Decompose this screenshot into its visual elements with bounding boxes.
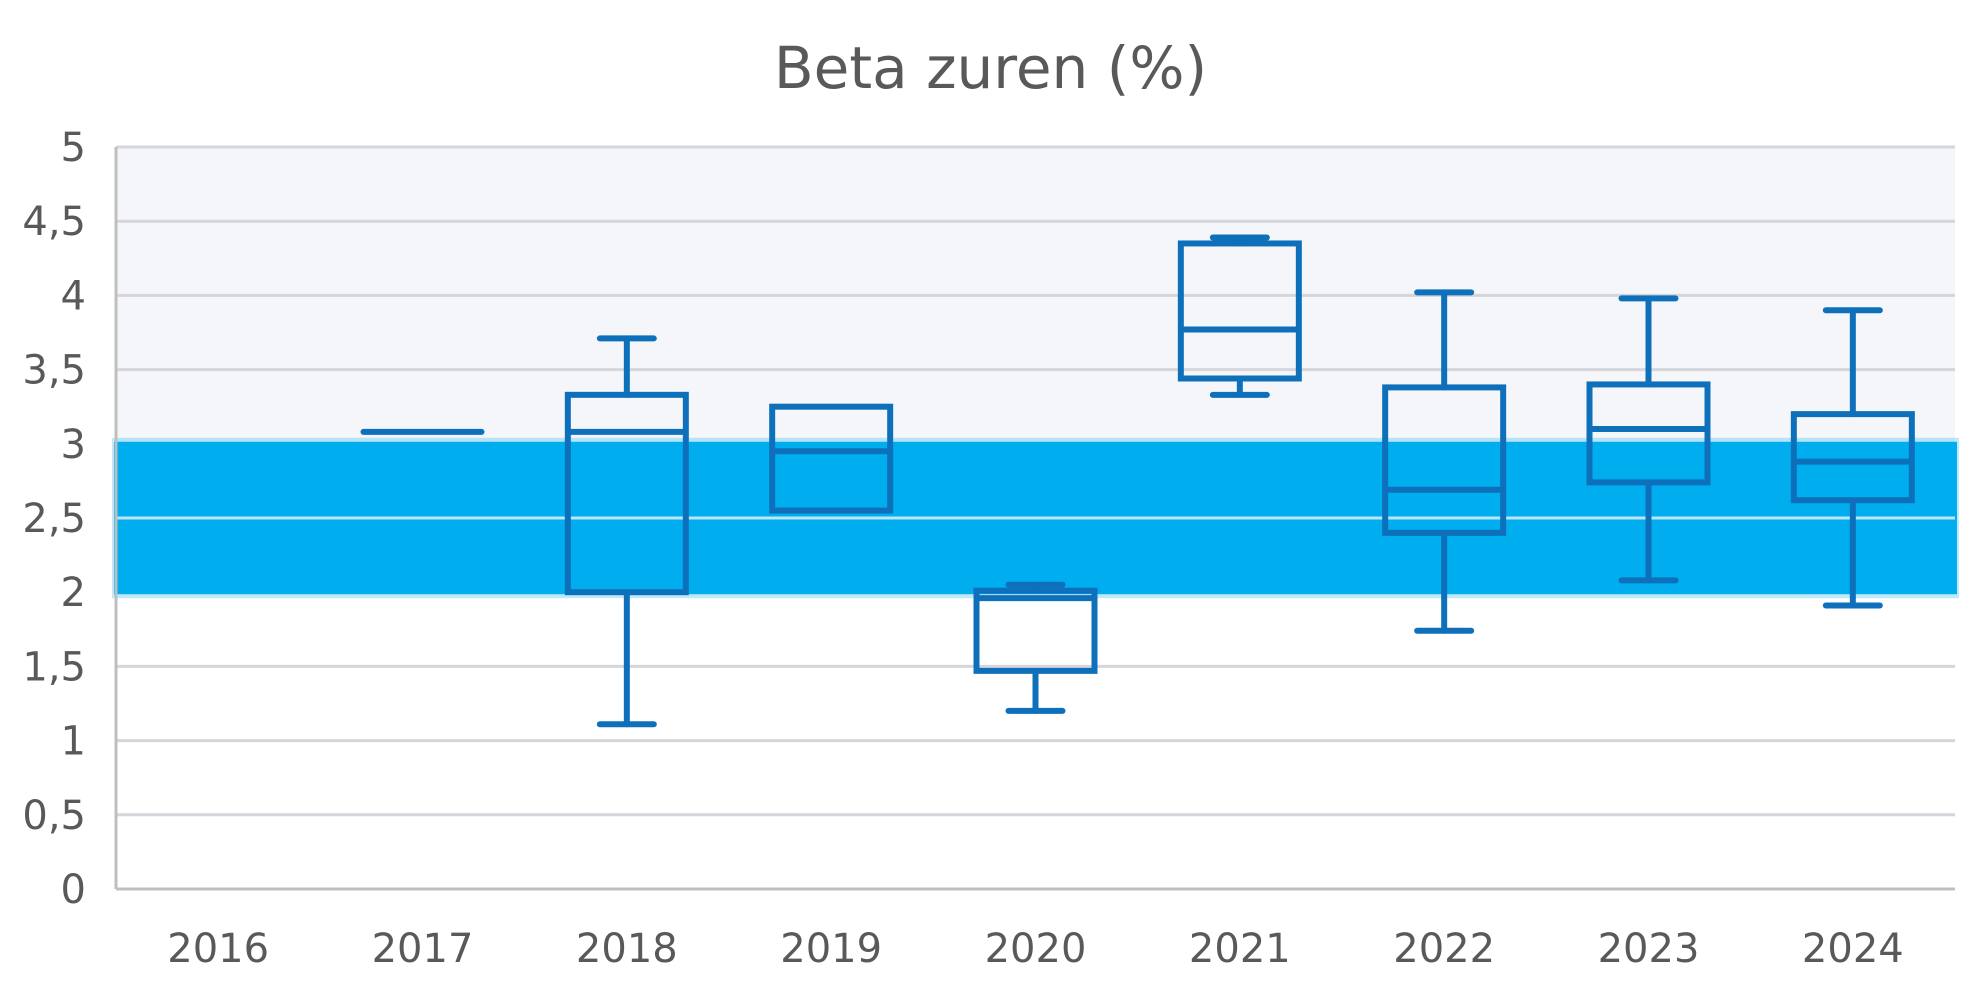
- y-tick-label-2,5: 2,5: [22, 496, 86, 542]
- x-tick-label-2020: 2020: [985, 926, 1087, 972]
- y-tick-label-0,5: 0,5: [22, 793, 86, 839]
- y-tick-label-5: 5: [61, 125, 86, 171]
- box-2021: [1177, 234, 1302, 398]
- box-2024: [1790, 307, 1915, 609]
- x-tick-label-2019: 2019: [780, 926, 882, 972]
- x-tick-label-2017: 2017: [372, 926, 474, 972]
- box-2019: [769, 403, 894, 514]
- x-tick-label-2024: 2024: [1802, 926, 1904, 972]
- box-iqr-2019: [769, 403, 894, 514]
- y-tick-label-1: 1: [61, 719, 86, 765]
- y-tick-label-3: 3: [61, 422, 86, 468]
- box-2018: [564, 335, 689, 728]
- x-tick-label-2022: 2022: [1393, 926, 1495, 972]
- x-tick-label-2016: 2016: [167, 926, 269, 972]
- y-tick-label-2: 2: [61, 570, 86, 616]
- y-tick-label-3,5: 3,5: [22, 348, 86, 394]
- box-iqr-2024: [1790, 411, 1915, 504]
- y-tick-label-1,5: 1,5: [22, 644, 86, 690]
- y-tick-label-4,5: 4,5: [22, 199, 86, 245]
- x-tick-label-2021: 2021: [1189, 926, 1291, 972]
- box-iqr-2020: [973, 587, 1098, 674]
- chart-title: Beta zuren (%): [773, 34, 1208, 102]
- box-2023: [1586, 295, 1711, 584]
- x-tick-label-2018: 2018: [576, 926, 678, 972]
- box-2020: [973, 581, 1098, 714]
- box-iqr-2021: [1177, 240, 1302, 382]
- box-2022: [1382, 289, 1507, 634]
- y-tick-label-0: 0: [61, 867, 86, 913]
- x-tick-label-2023: 2023: [1598, 926, 1700, 972]
- box-iqr-2022: [1382, 384, 1507, 536]
- y-tick-label-4: 4: [61, 273, 86, 319]
- box-iqr-2023: [1586, 381, 1711, 486]
- box-iqr-2018: [564, 391, 689, 596]
